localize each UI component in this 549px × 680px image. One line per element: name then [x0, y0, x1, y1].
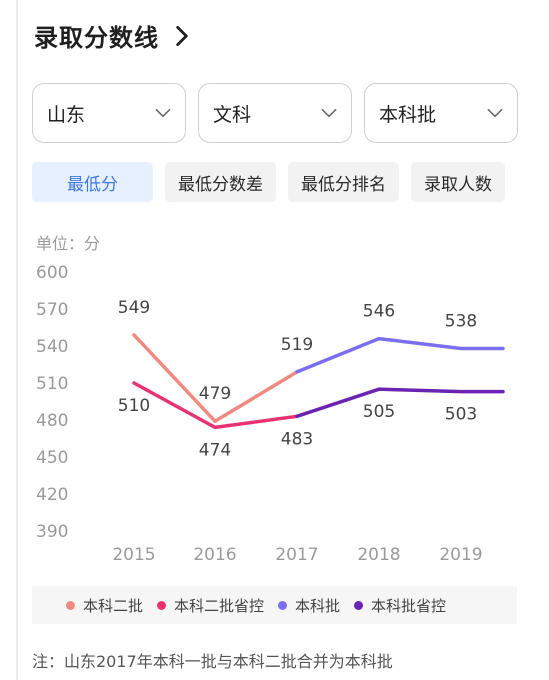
legend-item-series-3[interactable]: 本科批 [278, 595, 340, 616]
legend-label: 本科二批 [83, 596, 144, 615]
data-label: 549 [118, 298, 150, 318]
metric-tabs: 最低分 最低分数差 最低分排名 录取人数 [32, 162, 517, 202]
chevron-down-icon [487, 108, 503, 118]
series-line [295, 336, 505, 374]
legend-dot [354, 600, 364, 610]
subject-select[interactable]: 文科 [198, 83, 352, 143]
y-tick-label: 390 [36, 522, 68, 542]
chevron-right-icon[interactable] [169, 23, 195, 49]
batch-select-value: 本科批 [379, 103, 437, 126]
legend-dot [66, 600, 75, 610]
x-tick-label: 2016 [193, 545, 236, 565]
legend-item-series-1[interactable]: 本科二批 [66, 595, 143, 616]
legend-label: 本科批 [295, 596, 341, 615]
data-label: 510 [118, 396, 150, 416]
legend-dot [157, 600, 167, 610]
data-label: 519 [281, 335, 313, 355]
legend-label: 本科批省控 [371, 596, 447, 615]
chart-legend: 本科二批 本科二批省控 本科批 本科批省控 [32, 586, 517, 624]
left-divider [16, 0, 18, 680]
series-line [295, 387, 505, 419]
tab-min-score-rank[interactable]: 最低分排名 [288, 162, 399, 202]
score-line-chart: 600 570 540 510 480 450 420 390 2015 2016 2017 2018… [36, 263, 505, 565]
data-label: 474 [199, 440, 231, 460]
series-line [132, 381, 299, 430]
y-tick-label: 420 [36, 485, 68, 505]
tab-min-score[interactable]: 最低分 [32, 162, 153, 202]
section-header[interactable]: 录取分数线 [34, 18, 195, 53]
y-tick-label: 480 [36, 411, 68, 431]
x-tick-label: 2015 [112, 545, 155, 565]
legend-dot [278, 600, 288, 610]
tab-min-score-diff[interactable]: 最低分数差 [165, 162, 276, 202]
x-tick-label: 2019 [439, 545, 482, 565]
data-label: 503 [445, 405, 477, 425]
chevron-down-icon [321, 108, 337, 118]
data-label: 546 [363, 302, 395, 322]
legend-label: 本科二批省控 [174, 596, 265, 615]
footnote: 注：山东2017年本科一批与本科二批合并为本科批 [32, 652, 393, 671]
data-label: 505 [363, 402, 395, 422]
unit-label: 单位：分 [36, 234, 101, 253]
y-tick-label: 540 [36, 337, 68, 357]
y-tick-label: 510 [36, 374, 68, 394]
y-tick-label: 600 [36, 263, 68, 283]
data-label: 483 [281, 429, 313, 449]
tab-admission-count[interactable]: 录取人数 [411, 162, 505, 202]
data-label: 538 [445, 311, 477, 331]
batch-select[interactable]: 本科批 [364, 83, 518, 143]
y-tick-label: 450 [36, 448, 68, 468]
province-select[interactable]: 山东 [32, 83, 186, 143]
legend-item-series-4[interactable]: 本科批省控 [354, 595, 446, 616]
filter-bar: 山东 文科 本科批 [32, 83, 518, 143]
section-title: 录取分数线 [34, 24, 159, 52]
data-label: 479 [199, 384, 231, 404]
subject-select-value: 文科 [213, 103, 252, 126]
x-tick-label: 2017 [275, 545, 318, 565]
x-tick-label: 2018 [357, 545, 400, 565]
chevron-down-icon [155, 108, 171, 118]
y-tick-label: 570 [36, 300, 68, 320]
series-line [132, 333, 299, 423]
legend-item-series-2[interactable]: 本科二批省控 [157, 595, 264, 616]
province-select-value: 山东 [47, 103, 86, 126]
